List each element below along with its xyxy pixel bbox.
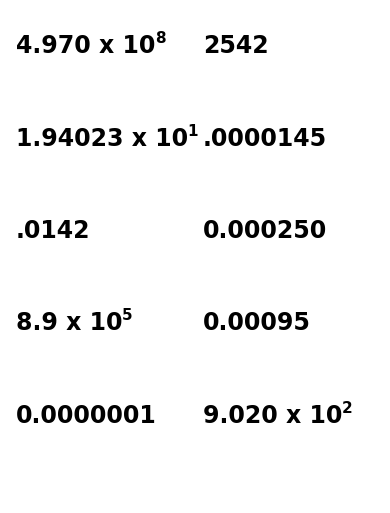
Text: .0000145: .0000145 <box>203 127 327 150</box>
Text: .0142: .0142 <box>16 219 90 243</box>
Text: 5: 5 <box>122 308 133 324</box>
Text: 8: 8 <box>155 31 166 47</box>
Text: 1.94023 x 10: 1.94023 x 10 <box>16 127 188 150</box>
Text: 8.9 x 10: 8.9 x 10 <box>16 311 122 335</box>
Text: 0.000250: 0.000250 <box>203 219 327 243</box>
Text: 9.020 x 10: 9.020 x 10 <box>203 404 342 427</box>
Text: 2542: 2542 <box>203 34 268 58</box>
Text: 1: 1 <box>188 124 198 139</box>
Text: 2: 2 <box>342 401 353 416</box>
Text: 0.0000001: 0.0000001 <box>16 404 156 427</box>
Text: 4.970 x 10: 4.970 x 10 <box>16 34 155 58</box>
Text: 0.00095: 0.00095 <box>203 311 311 335</box>
